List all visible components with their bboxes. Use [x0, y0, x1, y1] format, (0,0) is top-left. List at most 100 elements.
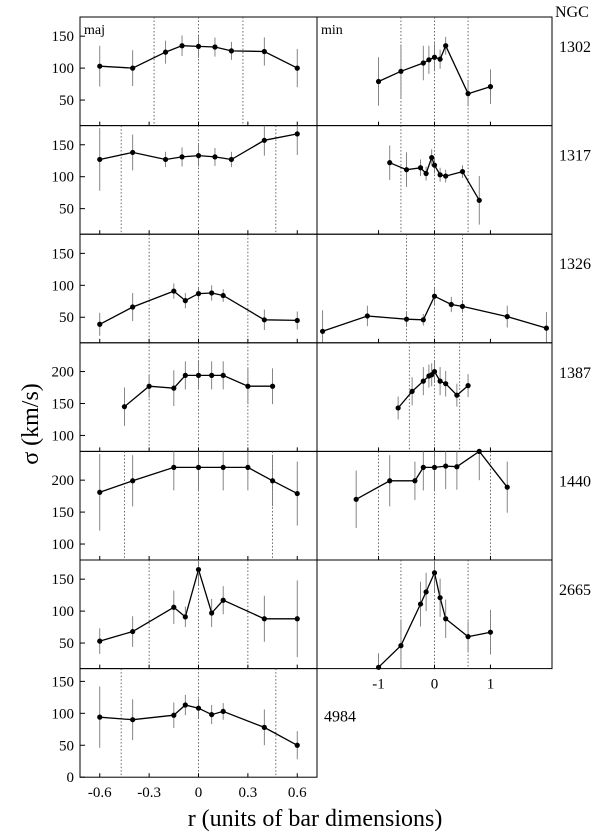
data-point-1440-maj-4	[220, 464, 226, 470]
data-point-2665-maj-5	[209, 610, 215, 616]
data-point-1302-maj-1	[130, 65, 136, 71]
data-point-1326-maj-2	[171, 288, 177, 294]
data-point-1440-min-0	[353, 496, 359, 502]
y-tick-label-1440-150: 150	[52, 505, 75, 521]
data-point-2665-maj-1	[130, 628, 136, 635]
data-point-1317-min-5	[431, 162, 438, 168]
y-tick-label-1317-50: 50	[59, 202, 74, 218]
data-point-1387-maj-5	[209, 372, 215, 378]
galaxy-label-1317: 1317	[559, 148, 591, 165]
data-point-2665-min-3	[423, 589, 429, 595]
data-point-4984-maj-0	[97, 714, 103, 720]
data-point-1326-min-7	[504, 314, 510, 320]
data-point-1302-maj-7	[261, 48, 267, 55]
data-point-2665-min-7	[465, 634, 471, 640]
data-point-1317-min-9	[476, 197, 482, 203]
y-tick-label-1317-100: 100	[52, 170, 75, 186]
data-point-1440-min-2	[412, 478, 418, 484]
y-tick-label-1440-100: 100	[52, 537, 75, 553]
data-point-1317-maj-8	[294, 131, 300, 137]
data-point-4984-maj-3	[182, 702, 188, 708]
x-axis-title: r (units of bar dimensions)	[188, 806, 443, 832]
y-tick-label-1302-150: 150	[52, 29, 75, 45]
data-point-1326-maj-1	[130, 304, 136, 310]
x-tick-label-maj-0: -0.6	[88, 785, 112, 801]
data-point-1302-maj-0	[97, 63, 103, 69]
data-point-2665-min-2	[417, 601, 424, 607]
data-point-1326-maj-6	[220, 292, 226, 299]
y-tick-label-1387-150: 150	[52, 396, 75, 412]
data-point-1317-min-2	[417, 165, 424, 171]
y-tick-label-2665-100: 100	[52, 604, 75, 620]
data-point-1302-maj-3	[179, 43, 185, 49]
y-axis-title: σ (km/s)	[18, 383, 44, 465]
data-point-1440-min-8	[504, 484, 510, 490]
data-point-4984-maj-6	[220, 708, 226, 715]
data-point-1440-maj-1	[130, 478, 136, 484]
data-point-1387-maj-6	[220, 372, 226, 378]
y-tick-label-1326-150: 150	[52, 246, 75, 262]
data-point-4984-maj-4	[195, 705, 202, 711]
y-tick-label-1326-50: 50	[59, 310, 74, 326]
data-point-1302-min-8	[487, 84, 494, 90]
data-point-1440-maj-7	[294, 490, 300, 497]
x-tick-label-min-1: 0	[431, 677, 439, 693]
y-tick-label-4984-150: 150	[52, 674, 75, 690]
data-point-1387-min-2	[420, 378, 426, 384]
data-point-2665-maj-8	[294, 616, 300, 622]
data-point-1317-maj-5	[212, 154, 218, 160]
data-point-1387-min-1	[409, 388, 415, 394]
data-point-1440-min-3	[420, 464, 426, 470]
x-tick-label-min-0: -1	[372, 677, 385, 693]
y-tick-label-1387-200: 200	[52, 365, 75, 381]
data-point-2665-maj-3	[182, 614, 188, 620]
data-point-1326-maj-7	[261, 317, 267, 323]
data-point-1326-maj-4	[195, 291, 202, 297]
data-point-4984-maj-2	[171, 712, 177, 718]
data-point-1387-min-0	[395, 405, 401, 411]
data-point-1387-maj-4	[195, 372, 202, 378]
galaxy-label-1302: 1302	[559, 39, 591, 56]
data-point-1440-min-5	[443, 463, 449, 469]
data-point-2665-min-4	[431, 570, 438, 576]
major-axis-label: maj	[84, 23, 105, 38]
data-point-1326-min-2	[403, 316, 410, 322]
data-point-1302-maj-5	[212, 44, 218, 50]
data-point-1440-maj-5	[245, 464, 251, 470]
ngc-header: NGC	[555, 4, 589, 21]
y-tick-label-4984-100: 100	[52, 706, 75, 722]
series-line-1317-min	[389, 155, 480, 201]
data-point-1387-min-7	[443, 381, 449, 387]
data-point-1387-maj-1	[146, 383, 152, 389]
data-point-2665-min-6	[443, 616, 449, 622]
data-point-2665-maj-2	[171, 604, 177, 610]
data-point-1326-maj-5	[209, 290, 215, 296]
data-point-1317-maj-1	[130, 149, 136, 156]
data-point-1326-maj-0	[97, 321, 103, 327]
data-point-1440-min-4	[431, 464, 438, 470]
data-point-1440-maj-0	[97, 489, 103, 495]
data-point-1317-min-4	[429, 154, 435, 161]
data-point-4984-maj-1	[130, 717, 136, 723]
data-point-1317-maj-0	[97, 156, 103, 163]
y-tick-label-1302-50: 50	[59, 93, 74, 109]
data-point-1326-min-5	[448, 301, 454, 308]
data-point-2665-min-5	[437, 595, 443, 601]
galaxy-label-2665: 2665	[559, 582, 591, 599]
data-point-1317-min-7	[443, 173, 449, 179]
data-point-1326-min-0	[319, 328, 326, 334]
data-point-1317-maj-7	[261, 137, 267, 143]
data-point-1387-maj-8	[269, 383, 276, 389]
data-point-1440-min-1	[387, 478, 393, 484]
data-point-1440-min-6	[454, 464, 460, 470]
x-tick-label-maj-4: 0.6	[288, 785, 307, 801]
series-line-1440-maj	[99, 466, 298, 495]
data-point-4984-maj-8	[294, 742, 300, 748]
y-tick-label-1387-100: 100	[52, 428, 75, 444]
data-point-1302-min-4	[431, 54, 438, 60]
y-tick-label-2665-150: 150	[52, 572, 75, 588]
y-tick-label-1317-150: 150	[52, 138, 75, 154]
data-point-1326-min-4	[431, 293, 438, 299]
data-point-1302-min-0	[375, 78, 382, 85]
